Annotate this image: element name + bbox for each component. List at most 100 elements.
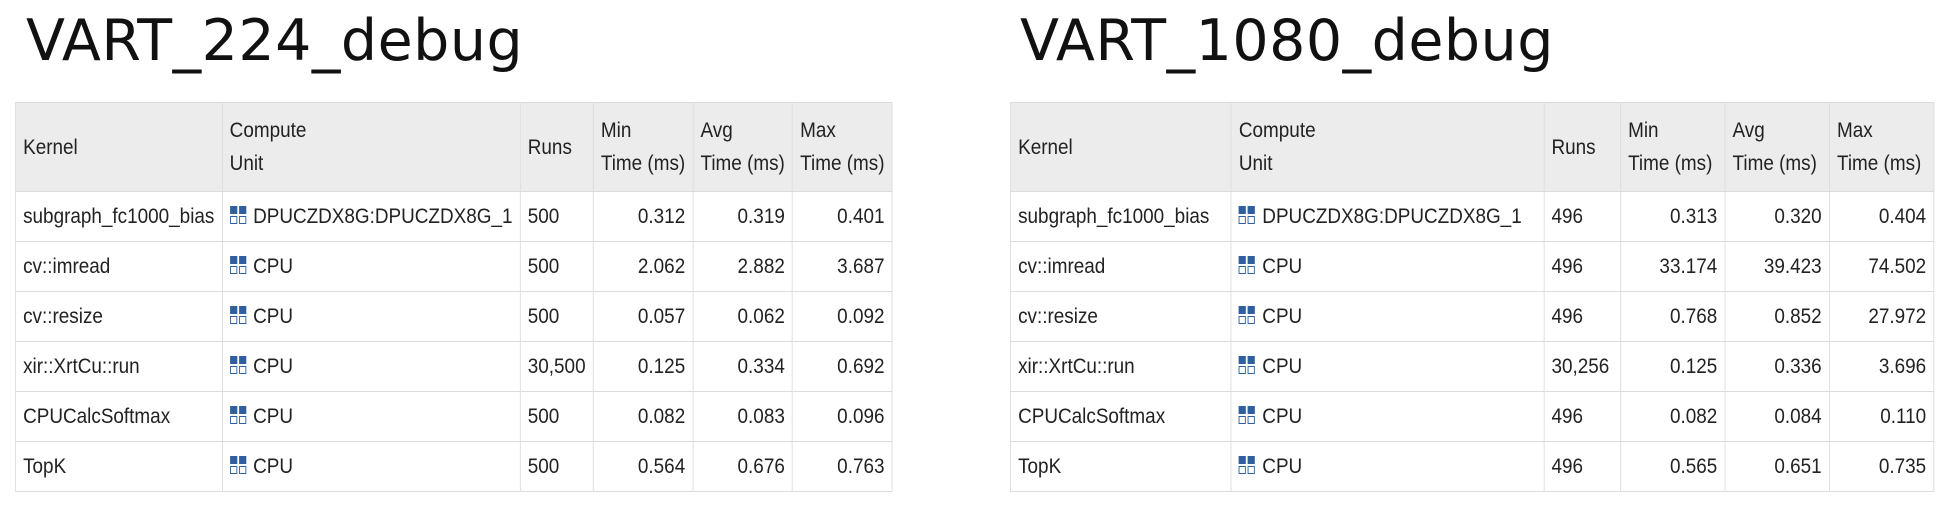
cell-runs: 500 [519, 291, 594, 342]
cell-runs: 500 [519, 391, 594, 442]
cell-max-time: 0.692 [792, 341, 893, 392]
cell-kernel: TopK [1009, 441, 1232, 492]
cell-runs: 30,256 [1543, 341, 1621, 392]
cell-runs: 500 [519, 241, 594, 292]
table-row[interactable]: xir::XrtCu::run CPU 30,500 0.125 0.334 0… [15, 341, 893, 392]
profile-table: Kernel Compute Unit Runs Min Time (ms) Avg… [15, 102, 893, 492]
header-avg-time[interactable]: Avg Time (ms) [1724, 102, 1830, 192]
cell-avg-time: 0.676 [692, 441, 793, 492]
cell-kernel: xir::XrtCu::run [1009, 341, 1232, 392]
cell-avg-time: 0.320 [1724, 191, 1830, 242]
cell-min-time: 0.057 [592, 291, 694, 342]
table-row[interactable]: cv::imread CPU 500 2.062 2.882 3.687 [15, 241, 893, 292]
cell-avg-time: 39.423 [1724, 241, 1830, 292]
table-row[interactable]: subgraph_fc1000_bias DPUCZDX8G:DPUCZDX8G… [1009, 191, 1935, 242]
header-compute-unit[interactable]: Compute Unit [221, 102, 521, 192]
cell-avg-time: 0.084 [1724, 391, 1830, 442]
cell-compute-unit: CPU [1230, 441, 1545, 492]
cell-compute-unit: DPUCZDX8G:DPUCZDX8G_1 [221, 191, 521, 242]
header-runs[interactable]: Runs [519, 102, 594, 192]
cell-min-time: 0.082 [1619, 391, 1726, 442]
compute-unit-icon [1238, 305, 1256, 324]
table-row[interactable]: CPUCalcSoftmax CPU 496 0.082 0.084 0.110 [1009, 391, 1935, 442]
cell-max-time: 0.404 [1828, 191, 1935, 242]
cell-kernel: CPUCalcSoftmax [15, 391, 223, 442]
table-row[interactable]: CPUCalcSoftmax CPU 500 0.082 0.083 0.096 [15, 391, 893, 442]
cell-avg-time: 0.852 [1724, 291, 1830, 342]
cell-kernel: cv::imread [15, 241, 223, 292]
compute-unit-icon [229, 305, 246, 324]
compute-unit-icon [1238, 205, 1256, 224]
cell-compute-unit: CPU [1230, 341, 1545, 392]
cell-min-time: 2.062 [592, 241, 694, 292]
cell-runs: 496 [1543, 191, 1621, 242]
cell-min-time: 0.125 [592, 341, 694, 392]
compute-unit-icon [1238, 355, 1256, 374]
header-avg-time[interactable]: Avg Time (ms) [692, 102, 793, 192]
cell-min-time: 0.082 [592, 391, 694, 442]
cell-compute-unit: CPU [221, 441, 521, 492]
cell-kernel: subgraph_fc1000_bias [1009, 191, 1232, 242]
cell-max-time: 3.696 [1828, 341, 1935, 392]
cell-max-time: 0.763 [792, 441, 893, 492]
cell-avg-time: 0.334 [692, 341, 793, 392]
header-runs[interactable]: Runs [1543, 102, 1621, 192]
cell-max-time: 27.972 [1828, 291, 1935, 342]
table-row[interactable]: cv::resize CPU 500 0.057 0.062 0.092 [15, 291, 893, 342]
cell-compute-unit: CPU [221, 341, 521, 392]
cell-avg-time: 2.882 [692, 241, 793, 292]
header-compute-unit[interactable]: Compute Unit [1230, 102, 1545, 192]
header-kernel[interactable]: Kernel [1009, 102, 1232, 192]
header-min-time[interactable]: Min Time (ms) [1619, 102, 1726, 192]
cell-runs: 496 [1543, 291, 1621, 342]
cell-avg-time: 0.336 [1724, 341, 1830, 392]
header-max-time[interactable]: Max Time (ms) [792, 102, 893, 192]
compute-unit-icon [1238, 405, 1256, 424]
cell-avg-time: 0.083 [692, 391, 793, 442]
panel-title: VART_224_debug [26, 8, 524, 74]
cell-compute-unit: CPU [221, 391, 521, 442]
cell-kernel: subgraph_fc1000_bias [15, 191, 223, 242]
cell-kernel: TopK [15, 441, 223, 492]
cell-max-time: 0.096 [792, 391, 893, 442]
compute-unit-icon [229, 205, 246, 224]
cell-compute-unit: CPU [1230, 391, 1545, 442]
table-row[interactable]: subgraph_fc1000_bias DPUCZDX8G:DPUCZDX8G… [15, 191, 893, 242]
cell-min-time: 33.174 [1619, 241, 1726, 292]
table-header-row: Kernel Compute Unit Runs Min Time (ms) Avg… [1009, 102, 1935, 192]
compute-unit-icon [229, 355, 246, 374]
compute-unit-icon [229, 405, 246, 424]
cell-compute-unit: CPU [1230, 291, 1545, 342]
cell-kernel: cv::resize [1009, 291, 1232, 342]
table-row[interactable]: cv::imread CPU 496 33.174 39.423 74.502 [1009, 241, 1935, 292]
cell-runs: 500 [519, 191, 594, 242]
cell-runs: 500 [519, 441, 594, 492]
cell-compute-unit: CPU [221, 241, 521, 292]
cell-min-time: 0.565 [1619, 441, 1726, 492]
cell-avg-time: 0.319 [692, 191, 793, 242]
compute-unit-icon [229, 455, 246, 474]
cell-min-time: 0.768 [1619, 291, 1726, 342]
compute-unit-icon [1238, 455, 1256, 474]
table-row[interactable]: xir::XrtCu::run CPU 30,256 0.125 0.336 3… [1009, 341, 1935, 392]
cell-avg-time: 0.062 [692, 291, 793, 342]
table-row[interactable]: TopK CPU 500 0.564 0.676 0.763 [15, 441, 893, 492]
table-row[interactable]: cv::resize CPU 496 0.768 0.852 27.972 [1009, 291, 1935, 342]
cell-min-time: 0.312 [592, 191, 694, 242]
header-max-time[interactable]: Max Time (ms) [1828, 102, 1935, 192]
cell-kernel: xir::XrtCu::run [15, 341, 223, 392]
table-row[interactable]: TopK CPU 496 0.565 0.651 0.735 [1009, 441, 1935, 492]
cell-max-time: 0.735 [1828, 441, 1935, 492]
header-kernel[interactable]: Kernel [15, 102, 223, 192]
cell-max-time: 74.502 [1828, 241, 1935, 292]
compute-unit-icon [1238, 255, 1256, 274]
cell-runs: 496 [1543, 441, 1621, 492]
cell-max-time: 3.687 [792, 241, 893, 292]
cell-avg-time: 0.651 [1724, 441, 1830, 492]
cell-compute-unit: CPU [221, 291, 521, 342]
cell-compute-unit: DPUCZDX8G:DPUCZDX8G_1 [1230, 191, 1545, 242]
profile-table: Kernel Compute Unit Runs Min Time (ms) Avg… [1009, 102, 1935, 492]
header-min-time[interactable]: Min Time (ms) [592, 102, 694, 192]
cell-kernel: cv::resize [15, 291, 223, 342]
cell-min-time: 0.313 [1619, 191, 1726, 242]
